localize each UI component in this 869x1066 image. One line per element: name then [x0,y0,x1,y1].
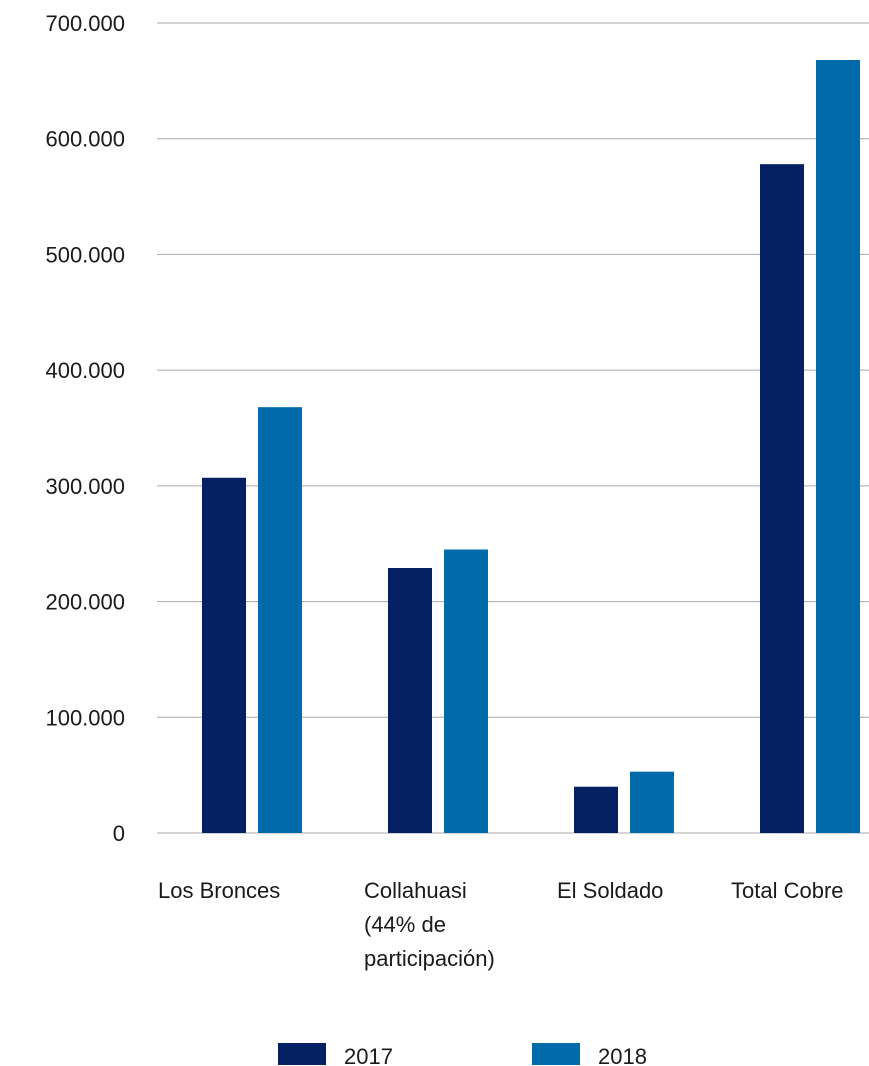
bar-2018 [816,60,860,834]
x-axis-category-labels: Los Bronces Collahuasi (44% de participació… [158,878,844,971]
legend: 2017 2018 [278,1043,647,1066]
x-category-label: (44% de [364,912,446,937]
y-axis-tick-labels: 0 100.000 200.000 300.000 400.000 500.000 600.… [45,11,125,846]
y-tick-label: 400.000 [45,358,125,383]
legend-label: 2017 [344,1044,393,1066]
y-tick-label: 100.000 [45,705,125,730]
bars [202,60,860,834]
bar-2018 [444,549,488,833]
bar-2018 [258,407,302,833]
y-tick-label: 700.000 [45,11,125,36]
y-tick-label: 500.000 [45,242,125,267]
y-tick-label: 600.000 [45,127,125,152]
bar-2017 [760,164,804,833]
y-tick-label: 200.000 [45,590,125,615]
y-tick-label: 300.000 [45,474,125,499]
x-category-label: Los Bronces [158,878,280,903]
bar-2017 [574,786,618,833]
x-category-label: Total Cobre [731,878,844,903]
legend-swatch-2018 [532,1043,580,1065]
y-tick-label: 0 [113,821,125,846]
x-category-label: participación) [364,946,495,971]
x-category-label: Collahuasi [364,878,467,903]
bar-2017 [388,568,432,833]
bar-2018 [630,771,674,833]
legend-swatch-2017 [278,1043,326,1065]
legend-label: 2018 [598,1044,647,1066]
x-category-label: El Soldado [557,878,663,903]
bar-2017 [202,477,246,833]
